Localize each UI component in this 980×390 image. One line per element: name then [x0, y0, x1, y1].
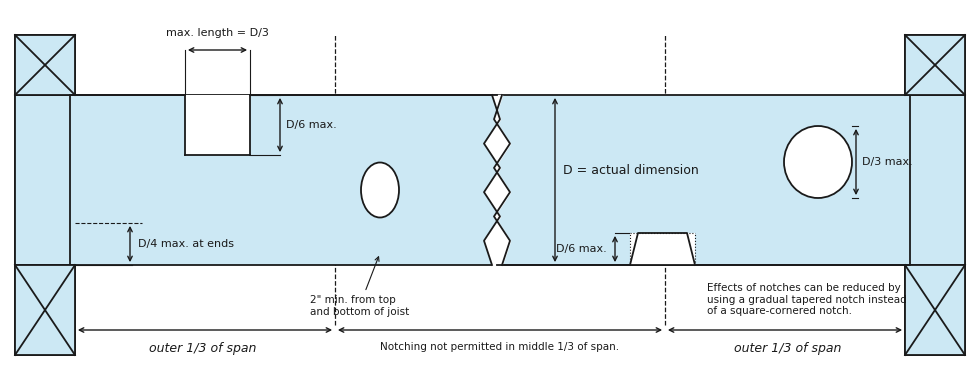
Ellipse shape [784, 126, 852, 198]
Bar [185, 95, 250, 155]
Text: D/3 max.: D/3 max. [862, 157, 912, 167]
Bar [630, 233, 695, 265]
Text: outer 1/3 of span: outer 1/3 of span [734, 342, 841, 355]
Text: D = actual dimension: D = actual dimension [563, 163, 699, 177]
Bar [905, 95, 965, 265]
Bar [70, 95, 497, 265]
Bar [15, 95, 75, 265]
Text: D/4 max. at ends: D/4 max. at ends [138, 239, 234, 249]
Text: D/6 max.: D/6 max. [286, 120, 337, 130]
Bar [905, 35, 965, 95]
Text: 2" min. from top
and bottom of joist: 2" min. from top and bottom of joist [310, 257, 410, 317]
Bar [15, 35, 75, 355]
Ellipse shape [361, 163, 399, 218]
Bar [15, 35, 75, 95]
Text: D/6 max.: D/6 max. [557, 244, 607, 254]
Bar [497, 95, 910, 265]
Bar [905, 35, 965, 355]
Text: Notching not permitted in middle 1/3 of span.: Notching not permitted in middle 1/3 of … [380, 342, 619, 352]
Bar [15, 265, 75, 355]
Text: Effects of notches can be reduced by
using a gradual tapered notch instead
of a : Effects of notches can be reduced by usi… [707, 283, 906, 316]
Text: outer 1/3 of span: outer 1/3 of span [149, 342, 256, 355]
Bar [905, 265, 965, 355]
Text: max. length = D/3: max. length = D/3 [166, 28, 269, 38]
